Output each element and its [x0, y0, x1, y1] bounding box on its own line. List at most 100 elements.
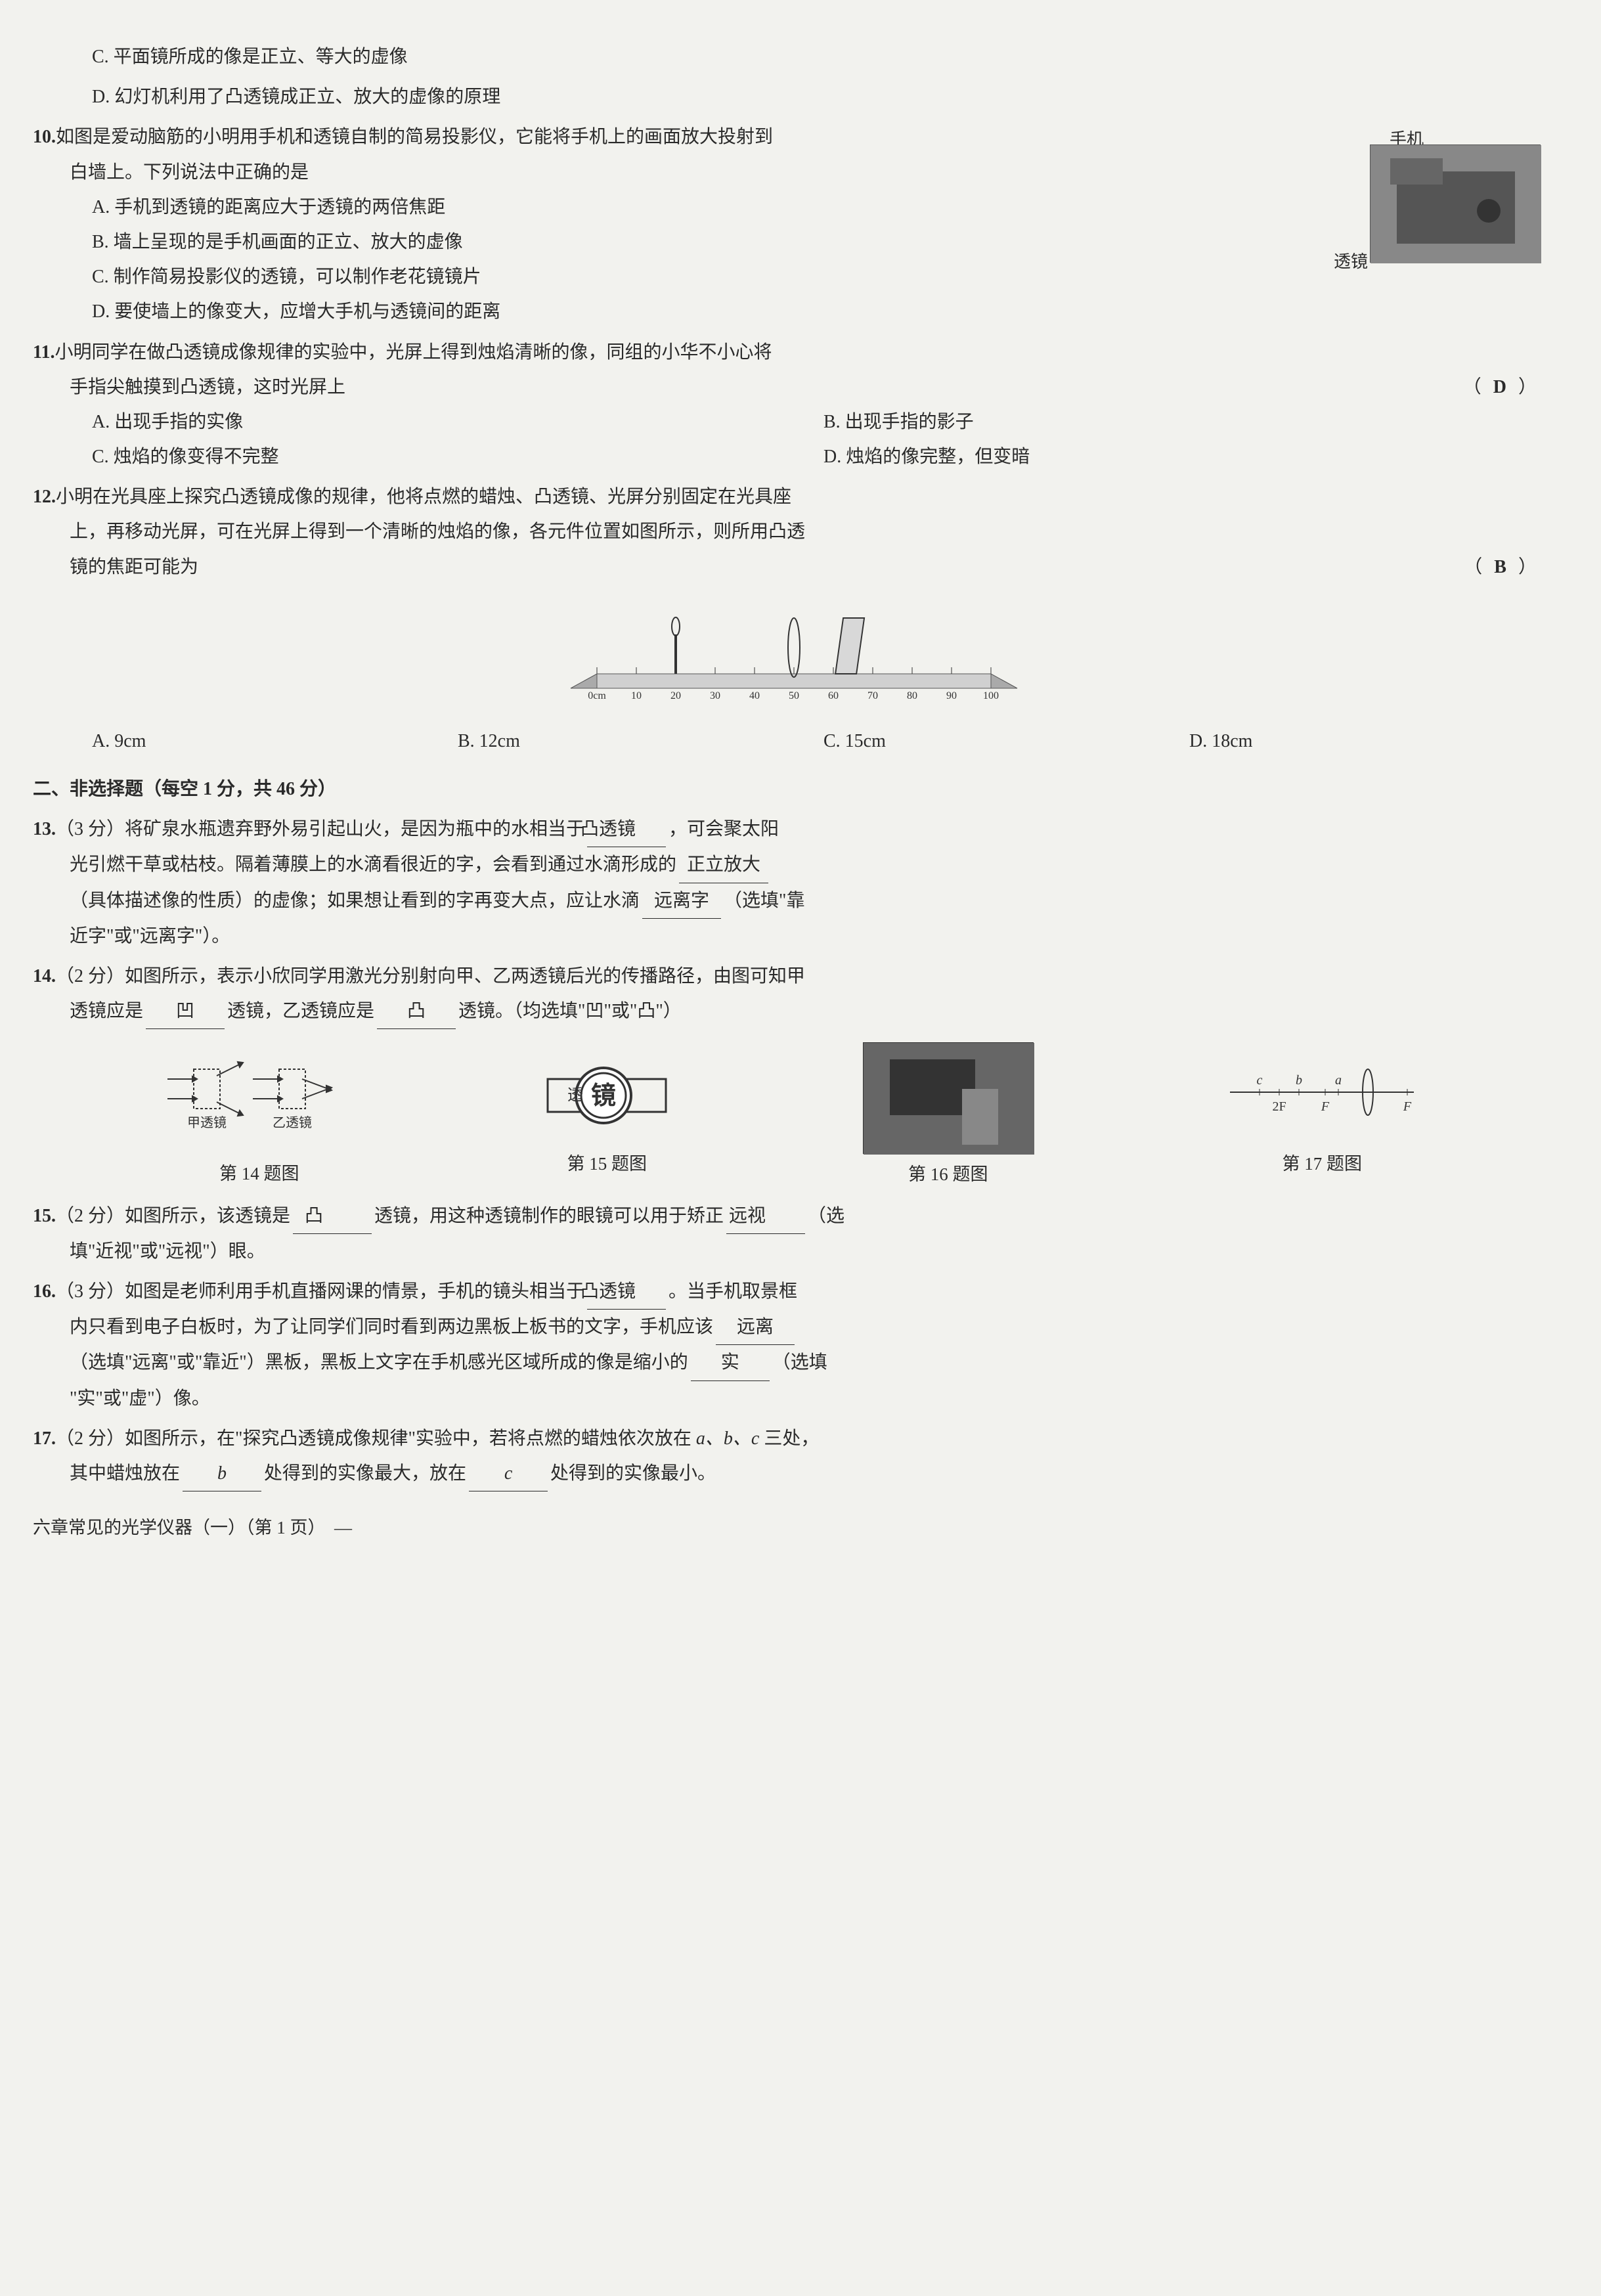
pre-option-c: C. 平面镜所成的像是正立、等大的虚像	[33, 39, 1555, 74]
option-a: A. 出现手指的实像	[92, 405, 823, 439]
stem-text: 如图是爱动脑筋的小明用手机和透镜自制的简易投影仪，它能将手机上的画面放大投射到	[56, 127, 773, 147]
svg-text:a: a	[1335, 1073, 1342, 1088]
q12-stem2: 上，再移动光屏，可在光屏上得到一个清晰的烛焰的像，各元件位置如图所示，则所用凸透	[33, 514, 1555, 549]
question-15: 15.（2 分）如图所示，该透镜是凸透镜，用这种透镜制作的眼镜可以用于矫正远视（…	[33, 1199, 1555, 1269]
blank-2: c	[469, 1456, 548, 1491]
svg-text:2F: 2F	[1273, 1099, 1286, 1114]
question-14: 14.（2 分）如图所示，表示小欣同学用激光分别射向甲、乙两透镜后光的传播路径，…	[33, 959, 1555, 1029]
svg-text:90: 90	[946, 690, 957, 701]
svg-text:30: 30	[710, 690, 720, 701]
caption: 第 17 题图	[1223, 1147, 1420, 1181]
q11-stem: 11.小明同学在做凸透镜成像规律的实验中，光屏上得到烛焰清晰的像，同组的小华不小…	[33, 335, 1555, 370]
projector-image	[1370, 144, 1541, 263]
blank-2: 远视	[726, 1199, 805, 1234]
axis-svg: c b a 2F F F	[1223, 1053, 1420, 1132]
figure-row: 甲透镜 乙透镜 第 14 题图 透 镜 第 15 题图 第 16 题图 c b …	[33, 1042, 1555, 1191]
blank-1: 凸	[293, 1199, 372, 1234]
option-d: D. 要使墙上的像变大，应增大手机与透镜间的距离	[33, 294, 1555, 329]
stem-text: 手指尖触摸到凸透镜，这时光屏上	[70, 377, 345, 397]
option-d: D. 烛焰的像完整，但变暗	[823, 439, 1555, 474]
t: a、b、c	[696, 1428, 759, 1449]
blank-1: 凸透镜	[587, 1274, 666, 1310]
t: 处得到的实像最大，放在	[264, 1463, 466, 1484]
answer-paren: （D）	[1463, 370, 1542, 405]
projector-svg	[1371, 145, 1541, 263]
points: （2 分）	[56, 1428, 125, 1449]
figure-15: 透 镜 第 15 题图	[541, 1053, 672, 1181]
blank-1: b	[183, 1456, 261, 1491]
q12-stem: 12.小明在光具座上探究凸透镜成像的规律，他将点燃的蜡烛、凸透镜、光屏分别固定在…	[33, 479, 1555, 514]
q13-line2: 光引燃干草或枯枝。隔着薄膜上的水滴看很近的字，会看到通过水滴形成的正立放大	[33, 847, 1555, 883]
q16-line2: 内只看到电子白板时，为了让同学们同时看到两边黑板上板书的文字，手机应该远离	[33, 1310, 1555, 1345]
option-d: D. 18cm	[1189, 724, 1555, 759]
q11-stem2: 手指尖触摸到凸透镜，这时光屏上 （D）	[33, 370, 1555, 405]
q-number: 15.	[33, 1206, 56, 1226]
t: 透镜应是	[70, 1001, 143, 1021]
svg-text:70: 70	[867, 690, 878, 701]
blank-1: 凸透镜	[587, 812, 666, 847]
answer-paren: （B）	[1464, 550, 1542, 585]
option-a: A. 手机到透镜的距离应大于透镜的两倍焦距	[33, 190, 1555, 225]
candle-icon	[672, 617, 680, 674]
t: 处得到的实像最小。	[550, 1463, 716, 1484]
figure-17: c b a 2F F F 第 17 题图	[1223, 1053, 1420, 1181]
q-number: 14.	[33, 966, 56, 986]
svg-text:20: 20	[670, 690, 681, 701]
svg-text:b: b	[1296, 1073, 1302, 1088]
t: （选填"远离"或"靠近"）黑板，黑板上文字在手机感光区域所成的像是缩小的	[70, 1352, 688, 1373]
option-row-ab: A. 出现手指的实像 B. 出现手指的影子	[33, 405, 1555, 439]
q16-line3: （选填"远离"或"靠近"）黑板，黑板上文字在手机感光区域所成的像是缩小的实（选填	[33, 1345, 1555, 1380]
svg-text:0cm: 0cm	[588, 690, 606, 701]
option-c: C. 制作简易投影仪的透镜，可以制作老花镜镜片	[33, 259, 1555, 294]
svg-text:透: 透	[567, 1086, 583, 1104]
question-11: 11.小明同学在做凸透镜成像规律的实验中，光屏上得到烛焰清晰的像，同组的小华不小…	[33, 335, 1555, 475]
svg-text:甲透镜: 甲透镜	[187, 1115, 227, 1130]
blank-1: 凹	[146, 994, 225, 1029]
t: 内只看到电子白板时，为了让同学们同时看到两边黑板上板书的文字，手机应该	[70, 1317, 713, 1337]
caption: 第 15 题图	[541, 1147, 672, 1181]
q13-line1: 13.（3 分）将矿泉水瓶遗弃野外易引起山火，是因为瓶中的水相当于凸透镜，可会聚…	[33, 812, 1555, 847]
svg-text:F: F	[1321, 1099, 1330, 1114]
screen-icon	[835, 618, 864, 674]
t: （选填"靠	[724, 891, 804, 911]
q17-line1: 17.（2 分）如图所示，在"探究凸透镜成像规律"实验中，若将点燃的蜡烛依次放在…	[33, 1421, 1555, 1456]
svg-text:镜: 镜	[591, 1082, 616, 1110]
pre-option-d: D. 幻灯机利用了凸透镜成正立、放大的虚像的原理	[33, 79, 1555, 114]
stem-text: 小明在光具座上探究凸透镜成像的规律，他将点燃的蜡烛、凸透镜、光屏分别固定在光具座	[56, 487, 791, 507]
option-a: A. 9cm	[92, 724, 458, 759]
blank-2: 正立放大	[679, 847, 768, 883]
svg-text:50: 50	[789, 690, 799, 701]
blank-2: 凸	[377, 994, 456, 1029]
option-text: C. 平面镜所成的像是正立、等大的虚像	[33, 39, 1555, 74]
t: 。当手机取景框	[669, 1281, 797, 1302]
svg-text:40: 40	[749, 690, 760, 701]
svg-text:100: 100	[983, 690, 999, 701]
svg-text:10: 10	[631, 690, 642, 701]
classroom-photo	[863, 1042, 1034, 1154]
caption: 第 14 题图	[167, 1157, 351, 1191]
question-17: 17.（2 分）如图所示，在"探究凸透镜成像规律"实验中，若将点燃的蜡烛依次放在…	[33, 1421, 1555, 1491]
blank-2: 远离	[716, 1310, 795, 1345]
q13-line4: 近字"或"远离字"）。	[33, 919, 1555, 954]
stem-text: 白墙上。下列说法中正确的是	[70, 162, 309, 183]
t: ，可会聚太阳	[669, 819, 779, 839]
svg-text:c: c	[1257, 1073, 1263, 1088]
q12-stem3: 镜的焦距可能为 （B）	[33, 550, 1555, 585]
question-16: 16.（3 分）如图是老师利用手机直播网课的情景，手机的镜头相当于凸透镜。当手机…	[33, 1274, 1555, 1416]
question-13: 13.（3 分）将矿泉水瓶遗弃野外易引起山火，是因为瓶中的水相当于凸透镜，可会聚…	[33, 812, 1555, 954]
t: （具体描述像的性质）的虚像；如果想让看到的字再变大点，应让水滴	[70, 891, 640, 911]
blank-3: 远离字	[642, 883, 721, 919]
option-b: B. 出现手指的影子	[823, 405, 1555, 439]
q15-line2: 填"近视"或"远视"）眼。	[33, 1234, 1555, 1269]
option-row-cd: C. 烛焰的像变得不完整 D. 烛焰的像完整，但变暗	[33, 439, 1555, 474]
q17-line2: 其中蜡烛放在b处得到的实像最大，放在c处得到的实像最小。	[33, 1456, 1555, 1491]
section-2-title: 二、非选择题（每空 1 分，共 46 分）	[33, 772, 1555, 806]
figure-14: 甲透镜 乙透镜 第 14 题图	[167, 1043, 351, 1191]
t: （选填	[772, 1352, 827, 1373]
q-number: 13.	[33, 819, 56, 839]
q14-line1: 14.（2 分）如图所示，表示小欣同学用激光分别射向甲、乙两透镜后光的传播路径，…	[33, 959, 1555, 994]
option-text: D. 幻灯机利用了凸透镜成正立、放大的虚像的原理	[33, 79, 1555, 114]
caption: 第 16 题图	[863, 1158, 1034, 1191]
t: 如图所示，该透镜是	[125, 1206, 290, 1226]
t: 如图所示，在"探究凸透镜成像规律"实验中，若将点燃的蜡烛依次放在	[125, 1428, 696, 1449]
